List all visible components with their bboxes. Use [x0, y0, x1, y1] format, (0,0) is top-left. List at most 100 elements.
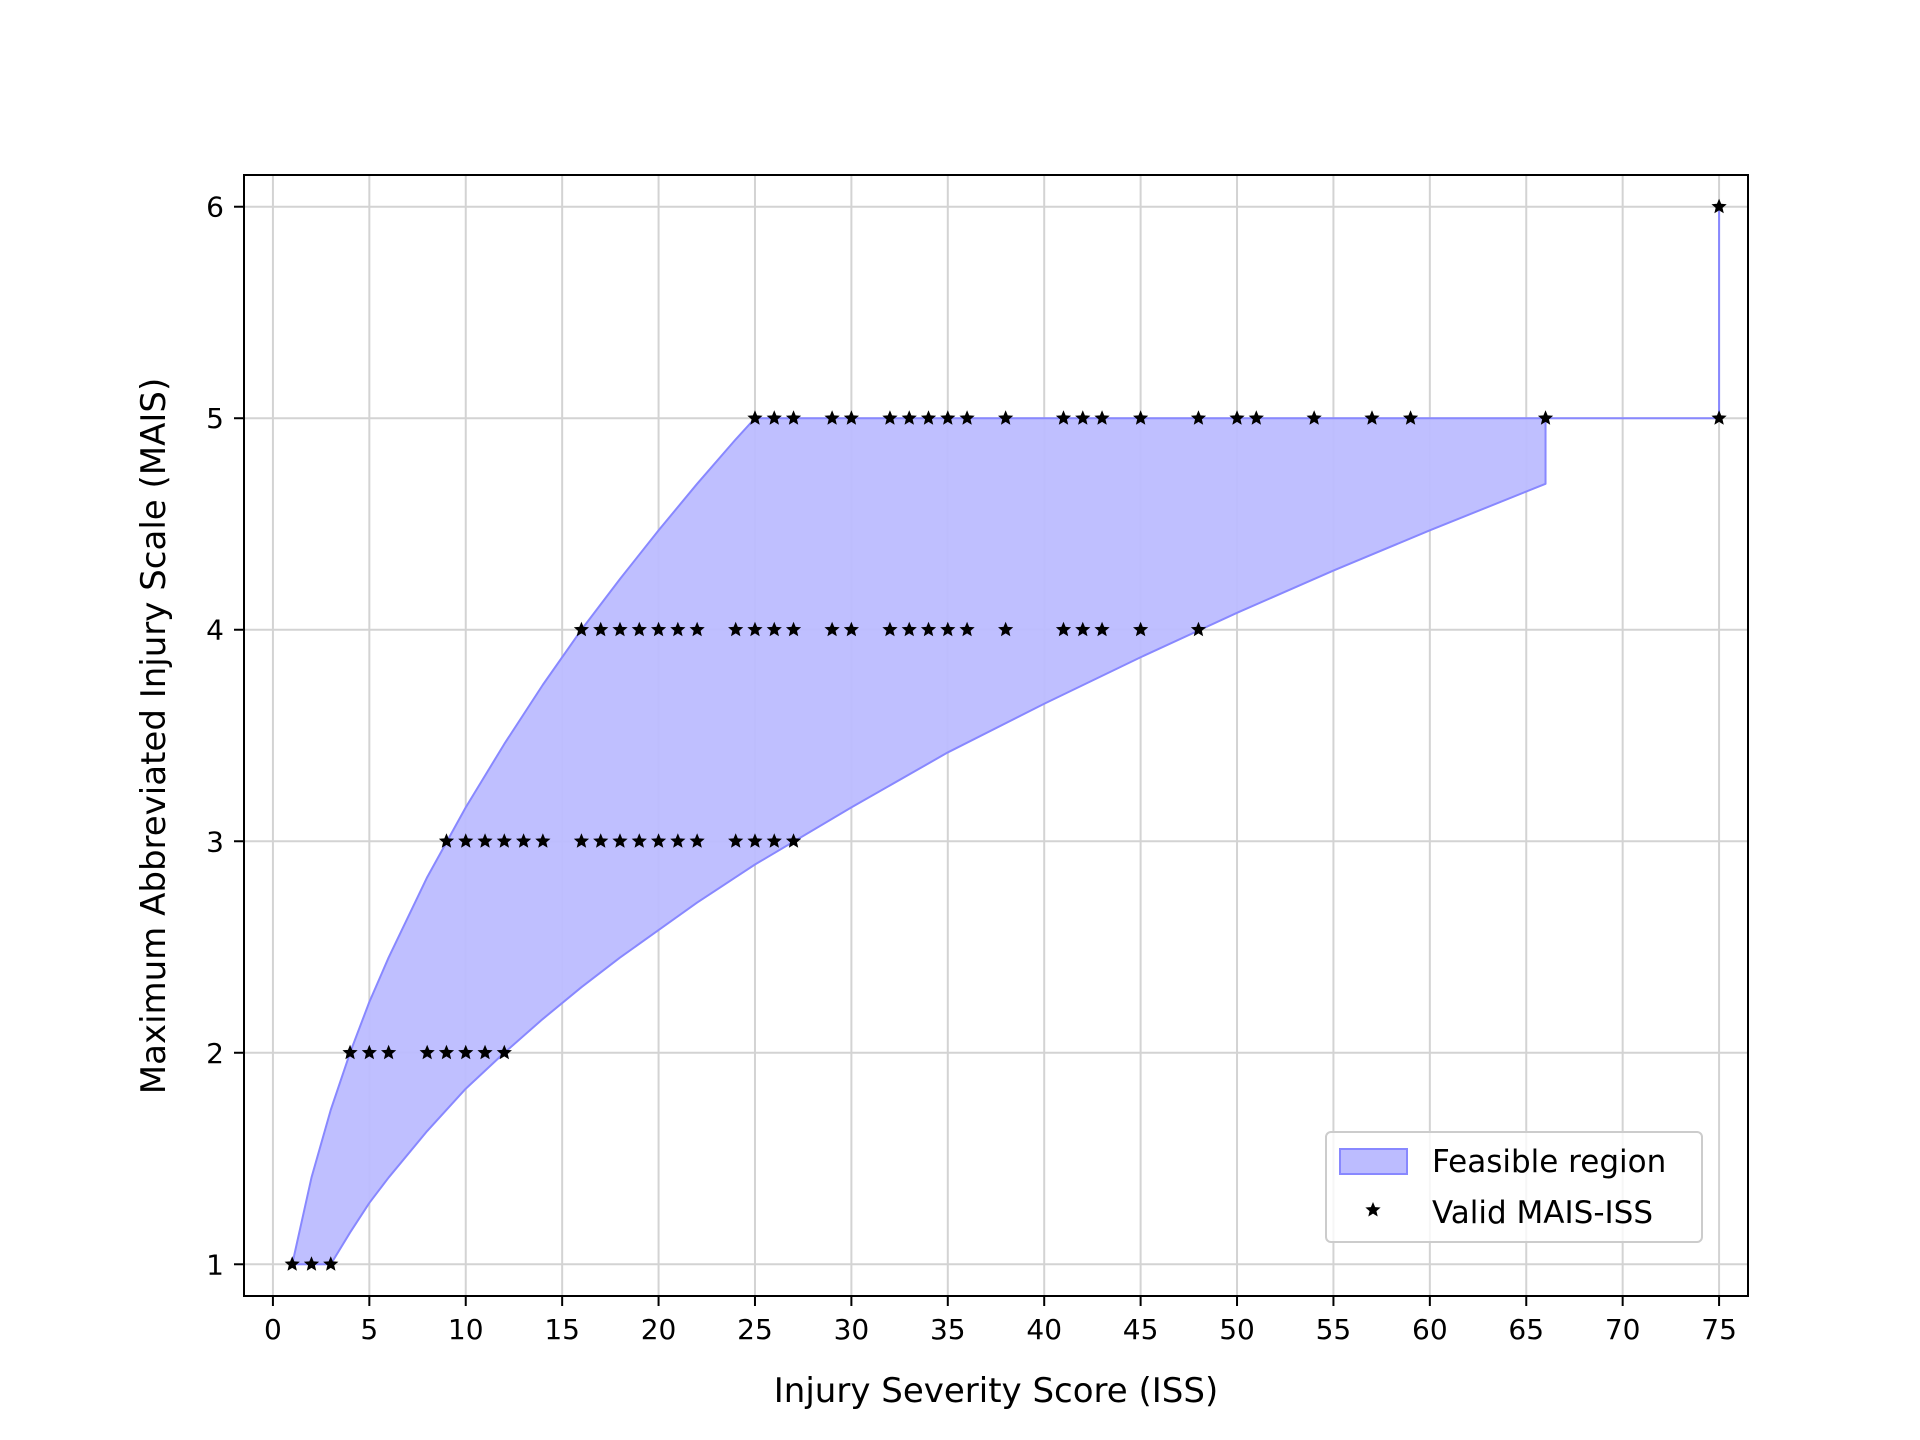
scatter-point-star [1711, 198, 1727, 214]
scatter-point-star [1248, 410, 1264, 425]
y-tick-label: 5 [206, 402, 224, 435]
scatter-point-star [689, 833, 705, 848]
scatter-point-star [1133, 621, 1149, 637]
scatter-point-star [1094, 410, 1110, 425]
scatter-point-star [496, 1044, 512, 1060]
legend-frame [1325, 1131, 1703, 1243]
scatter-point-star [940, 621, 956, 637]
scatter-point-star [728, 621, 744, 637]
scatter-point-star [477, 833, 493, 848]
scatter-point-star [843, 410, 859, 425]
scatter-point-star [593, 833, 609, 848]
scatter-point-star [284, 1256, 300, 1271]
scatter-point-star [824, 410, 840, 425]
x-tick-label: 45 [1123, 1313, 1159, 1346]
plot-frame [243, 174, 1749, 1297]
scatter-point-star [612, 621, 628, 637]
scatter-point-star [1190, 621, 1207, 637]
scatter-point-star [573, 833, 590, 848]
scatter-point-star [535, 833, 551, 848]
scatter-point-star [1075, 621, 1091, 637]
scatter-point-star [882, 621, 898, 637]
scatter-point-star [1229, 410, 1245, 425]
y-axis-label: Maximum Abbreviated Injury Scale (MAIS) [134, 378, 174, 1094]
scatter-point-star [496, 833, 512, 848]
scatter-point-star [689, 621, 705, 637]
x-tick-label: 0 [264, 1313, 282, 1346]
scatter-point-star [998, 621, 1014, 637]
scatter-point-star [1190, 410, 1207, 425]
scatter-point-star [515, 833, 532, 848]
y-axis-ticks: 1 2 3 4 5 6 [206, 191, 244, 1281]
scatter-point-star [747, 410, 763, 425]
scatter-point-star [901, 621, 917, 637]
scatter-point-star [785, 833, 802, 848]
scatter-point-star [747, 833, 763, 848]
scatter-point-star [998, 410, 1014, 425]
scatter-point-star [593, 621, 609, 637]
x-tick-label: 10 [448, 1313, 484, 1346]
scatter-point-star [1075, 410, 1091, 425]
scatter-point-star [458, 1044, 474, 1060]
x-axis-label: Injury Severity Score (ISS) [774, 1371, 1218, 1411]
scatter-point-star [361, 1044, 377, 1060]
x-tick-label: 60 [1412, 1313, 1448, 1346]
scatter-point-star [458, 833, 474, 848]
x-axis-ticks: 0 5 10 15 20 25 30 35 40 45 50 55 60 65 70 75 [264, 1296, 1737, 1346]
scatter-point-star [747, 621, 763, 637]
y-tick-label: 6 [206, 191, 224, 224]
scatter-point-star [1306, 410, 1322, 425]
scatter-point-star [477, 1044, 493, 1060]
scatter-point-star [323, 1256, 339, 1271]
scatter-point-star [1055, 621, 1072, 637]
scatter-point-star [650, 833, 667, 848]
scatter-point-star [670, 621, 686, 637]
x-tick-label: 25 [737, 1313, 773, 1346]
scatter-point-star [766, 833, 782, 848]
scatter-point-star [920, 621, 937, 637]
scatter-point-star [438, 1044, 455, 1060]
scatter-point-star [785, 621, 802, 637]
scatter-point-star [901, 410, 917, 425]
x-tick-label: 75 [1701, 1313, 1737, 1346]
x-tick-label: 65 [1508, 1313, 1544, 1346]
scatter-points-layer [284, 198, 1727, 1271]
scatter-point-star [959, 621, 975, 637]
scatter-point-star [342, 1044, 358, 1060]
scatter-point-star [766, 621, 782, 637]
scatter-point-star [1711, 410, 1727, 425]
feasible-region-layer [291, 205, 1721, 1266]
scatter-point-star [419, 1044, 435, 1060]
scatter-point-star [303, 1256, 320, 1271]
scatter-point-star [1537, 410, 1554, 425]
scatter-point-star [650, 621, 667, 637]
legend-marker-valid-mais-iss [1365, 1202, 1381, 1217]
scatter-point-star [438, 833, 455, 848]
scatter-point-star [1094, 621, 1110, 637]
scatter-point-star [1402, 410, 1419, 425]
scatter-point-star [670, 833, 686, 848]
x-tick-label: 70 [1605, 1313, 1641, 1346]
scatter-point-star [843, 621, 859, 637]
scatter-point-star [766, 410, 782, 425]
x-tick-label: 50 [1219, 1313, 1255, 1346]
scatter-point-star [1133, 410, 1149, 425]
scatter-point-star [631, 833, 647, 848]
legend-label-feasible-region: Feasible region [1432, 1144, 1666, 1180]
x-tick-label: 5 [360, 1313, 378, 1346]
scatter-point-star [785, 410, 802, 425]
scatter-point-star [612, 833, 628, 848]
scatter-point-star [824, 621, 840, 637]
x-tick-label: 55 [1316, 1313, 1352, 1346]
feasible-region [291, 205, 1721, 1266]
scatter-point-star [1055, 410, 1072, 425]
y-tick-label: 1 [206, 1248, 224, 1281]
legend: Feasible region Valid MAIS-ISS [1325, 1131, 1703, 1243]
x-tick-label: 40 [1026, 1313, 1062, 1346]
x-tick-label: 20 [641, 1313, 677, 1346]
scatter-point-star [959, 410, 975, 425]
scatter-point-star [631, 621, 647, 637]
x-tick-label: 30 [834, 1313, 870, 1346]
y-tick-label: 4 [206, 614, 224, 647]
